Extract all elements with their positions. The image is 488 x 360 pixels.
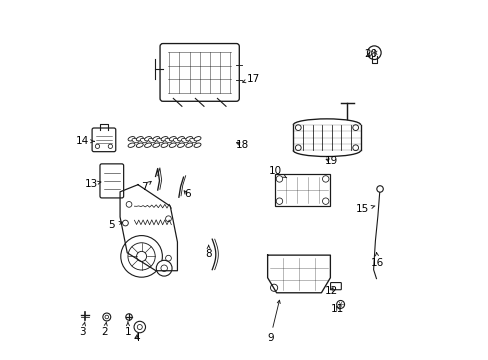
Ellipse shape — [161, 143, 168, 147]
Text: 7: 7 — [141, 181, 151, 192]
Circle shape — [367, 46, 380, 59]
Text: 20: 20 — [364, 49, 377, 59]
Ellipse shape — [177, 143, 184, 147]
Ellipse shape — [157, 138, 163, 143]
Text: 4: 4 — [133, 333, 140, 343]
Text: 1: 1 — [124, 322, 131, 337]
Circle shape — [276, 198, 282, 204]
Text: 6: 6 — [183, 189, 190, 199]
Ellipse shape — [189, 138, 196, 143]
Circle shape — [336, 301, 344, 309]
Ellipse shape — [169, 143, 176, 147]
Bar — [274, 174, 330, 206]
Text: 13: 13 — [84, 179, 101, 189]
Circle shape — [165, 216, 171, 222]
Circle shape — [137, 324, 142, 329]
Ellipse shape — [181, 138, 188, 143]
Circle shape — [352, 125, 358, 131]
Circle shape — [295, 145, 301, 150]
Ellipse shape — [128, 136, 135, 141]
Circle shape — [128, 243, 155, 270]
Text: 12: 12 — [324, 286, 337, 296]
Circle shape — [270, 284, 277, 291]
Circle shape — [108, 144, 112, 148]
Circle shape — [165, 255, 171, 261]
Circle shape — [136, 251, 146, 261]
Text: 15: 15 — [355, 204, 374, 215]
FancyBboxPatch shape — [92, 128, 116, 152]
Circle shape — [105, 315, 108, 319]
Text: 18: 18 — [235, 140, 248, 150]
Text: 9: 9 — [266, 300, 280, 343]
Ellipse shape — [144, 136, 151, 141]
Circle shape — [322, 176, 328, 182]
Circle shape — [122, 220, 128, 226]
Circle shape — [125, 314, 132, 320]
Text: 8: 8 — [205, 246, 211, 258]
Text: 19: 19 — [324, 156, 337, 166]
Circle shape — [376, 186, 383, 192]
Circle shape — [295, 125, 301, 131]
Circle shape — [121, 235, 162, 277]
Ellipse shape — [136, 136, 143, 141]
Ellipse shape — [164, 138, 172, 143]
Ellipse shape — [144, 143, 151, 147]
Ellipse shape — [132, 138, 139, 143]
Text: 5: 5 — [108, 220, 122, 230]
Circle shape — [161, 265, 167, 271]
Text: 3: 3 — [79, 322, 85, 337]
Circle shape — [102, 313, 110, 321]
Ellipse shape — [136, 143, 143, 147]
Circle shape — [95, 144, 100, 148]
Text: 14: 14 — [76, 136, 94, 146]
Circle shape — [126, 202, 132, 207]
Text: 16: 16 — [370, 252, 384, 268]
Ellipse shape — [173, 138, 180, 143]
Ellipse shape — [169, 136, 176, 141]
Ellipse shape — [153, 136, 160, 141]
Circle shape — [276, 176, 282, 182]
Circle shape — [322, 198, 328, 204]
Text: 10: 10 — [268, 166, 286, 178]
Ellipse shape — [140, 138, 147, 143]
Text: 17: 17 — [242, 74, 260, 84]
Circle shape — [156, 260, 172, 276]
Ellipse shape — [177, 136, 184, 141]
Text: 11: 11 — [330, 304, 344, 314]
Text: 2: 2 — [101, 322, 108, 337]
Ellipse shape — [185, 136, 192, 141]
Circle shape — [134, 321, 145, 333]
Circle shape — [352, 145, 358, 150]
Ellipse shape — [194, 136, 201, 141]
Ellipse shape — [161, 136, 168, 141]
FancyBboxPatch shape — [100, 164, 123, 198]
Ellipse shape — [128, 143, 135, 147]
Ellipse shape — [153, 143, 160, 147]
Ellipse shape — [148, 138, 155, 143]
FancyBboxPatch shape — [160, 44, 239, 101]
Ellipse shape — [194, 143, 201, 147]
Ellipse shape — [185, 143, 192, 147]
FancyBboxPatch shape — [330, 283, 341, 290]
